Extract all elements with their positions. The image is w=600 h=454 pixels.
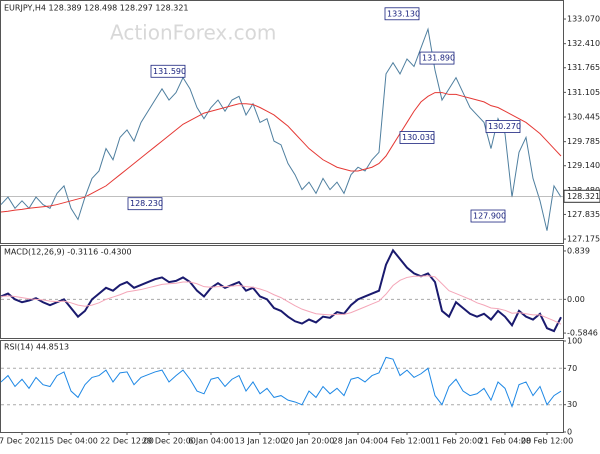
annotation-label: 127.900 xyxy=(473,212,506,221)
series-line xyxy=(0,92,562,213)
x-tick-label: 11 Feb 20:00 xyxy=(430,437,482,446)
x-tick-label: 22 Dec 12:00 xyxy=(100,437,154,446)
y-tick-label: 130.445 xyxy=(567,113,600,122)
macd-title: MACD(12,26,9) -0.3116 -0.4300 xyxy=(4,248,132,257)
rsi-title: RSI(14) 44.8513 xyxy=(4,343,69,352)
y-tick-label: 127.835 xyxy=(567,210,600,219)
x-tick-label: 28 Feb 12:00 xyxy=(521,437,573,446)
price-title: EURJPY,H4 128.389 128.498 128.297 128.32… xyxy=(4,4,189,13)
y-tick-label: 129.785 xyxy=(567,137,600,146)
annotation-label: 133.130 xyxy=(387,9,420,18)
x-tick-label: 29 Dec 20:00 xyxy=(142,437,196,446)
annotation-label: 131.590 xyxy=(153,67,186,76)
y-tick-label: 100 xyxy=(567,337,582,346)
x-tick-label: 21 Feb 04:00 xyxy=(479,437,531,446)
x-tick-label: 20 Jan 20:00 xyxy=(284,437,335,446)
y-tick-label: 0 xyxy=(567,428,572,437)
x-tick-label: 6 Jan 04:00 xyxy=(188,437,234,446)
x-tick-label: 13 Jan 12:00 xyxy=(235,437,286,446)
series-line xyxy=(0,27,562,231)
series-line xyxy=(0,356,562,409)
series-line xyxy=(0,275,562,325)
annotation-box xyxy=(485,120,521,133)
y-tick-label: 131.765 xyxy=(567,63,600,72)
x-tick-label: 7 Dec 2021 xyxy=(0,437,45,446)
annotation-label: 131.890 xyxy=(422,54,455,63)
annotation-label: 130.270 xyxy=(488,122,521,131)
y-tick-label: 131.105 xyxy=(567,88,600,97)
last-price-box xyxy=(563,189,600,203)
y-tick-label: -0.5846 xyxy=(567,329,598,338)
annotation-box xyxy=(419,51,455,65)
annotation-box xyxy=(127,197,163,211)
last-price-label: 128.321 xyxy=(567,192,600,201)
y-tick-label: 30 xyxy=(567,400,577,409)
watermark: ActionForex.com xyxy=(110,21,276,45)
annotation-label: 130.030 xyxy=(402,133,435,142)
series-line xyxy=(0,248,562,333)
annotation-box xyxy=(399,131,435,144)
x-tick-label: 15 Dec 04:00 xyxy=(44,437,98,446)
price-panel xyxy=(0,0,564,244)
annotation-label: 128.230 xyxy=(130,199,163,208)
y-tick-label: 129.140 xyxy=(567,161,600,170)
y-tick-label: 0.00 xyxy=(567,295,585,304)
rsi-panel xyxy=(0,340,564,433)
annotation-box xyxy=(384,7,420,21)
x-tick-label: 4 Feb 12:00 xyxy=(383,437,430,446)
y-tick-label: 0.839 xyxy=(567,246,590,255)
annotation-box xyxy=(150,64,186,78)
y-tick-label: 127.175 xyxy=(567,235,600,244)
y-tick-label: 132.410 xyxy=(567,39,600,48)
annotation-box xyxy=(470,209,506,223)
macd-panel xyxy=(0,245,564,339)
y-tick-label: 133.070 xyxy=(567,15,600,24)
x-tick-label: 28 Jan 04:00 xyxy=(333,437,384,446)
y-tick-label: 70 xyxy=(567,364,577,373)
